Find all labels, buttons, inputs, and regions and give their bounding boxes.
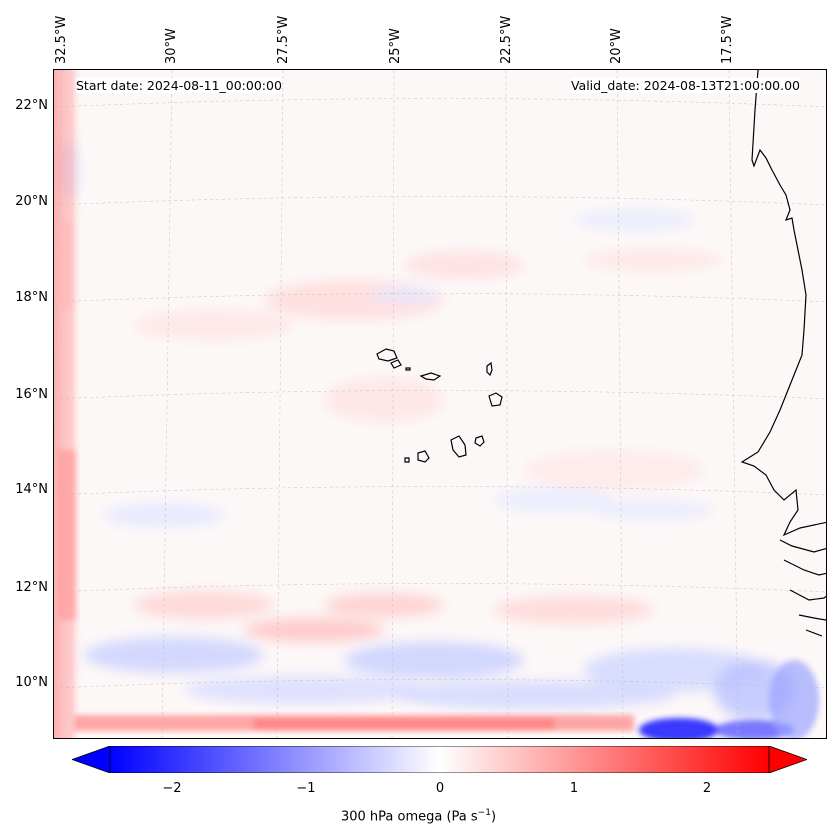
colorbar-tick-1: 1 (569, 781, 579, 796)
lat-label-20n: 20°N (15, 194, 48, 209)
omega-field-map (54, 70, 826, 738)
omega-shading (54, 70, 819, 738)
lat-label-12n: 12°N (15, 580, 48, 595)
colorbar-label: 300 hPa omega (Pa s−1) (340, 808, 497, 825)
island-sao-vicente (390, 359, 402, 369)
lat-label-18n: 18°N (15, 290, 48, 305)
island-sal (486, 361, 493, 377)
coastlines (376, 70, 826, 637)
lon-label-27-5w: 27.5°W (276, 15, 291, 64)
lat-label-10n: 10°N (15, 675, 48, 690)
lat-label-16n: 16°N (15, 387, 48, 402)
lon-label-20w: 20°W (609, 28, 624, 64)
lon-label-25w: 25°W (388, 28, 403, 64)
island-brava (404, 457, 410, 463)
lat-label-14n: 14°N (15, 482, 48, 497)
island-sao-nicolau (419, 372, 442, 381)
island-santiago (450, 435, 467, 458)
island-maio (474, 435, 485, 447)
island-fogo (417, 450, 430, 463)
start-date-label: Start date: 2024-08-11_00:00:00 (76, 78, 282, 93)
colorbar-tick-2: 2 (702, 781, 712, 796)
graticule (54, 70, 826, 738)
lon-label-17-5w: 17.5°W (720, 15, 735, 64)
colorbar-extend-min (72, 746, 111, 773)
colorbar-tick-neg2: −2 (162, 781, 182, 796)
lon-label-32-5w: 32.5°W (54, 15, 69, 64)
colorbar-body (109, 746, 770, 773)
valid-date-label: Valid_date: 2024-08-13T21:00:00.00 (570, 78, 800, 93)
colorbar-extend-max (768, 746, 807, 773)
island-boa-vista (488, 392, 503, 407)
lon-label-30w: 30°W (164, 28, 179, 64)
island-santo-antao (376, 348, 398, 362)
colorbar-tick-0: 0 (435, 781, 445, 796)
africa-coastline (740, 70, 826, 637)
colorbar (72, 746, 807, 773)
colorbar-tick-neg1: −1 (296, 781, 316, 796)
lon-label-22-5w: 22.5°W (499, 15, 514, 64)
map-panel: Start date: 2024-08-11_00:00:00 Valid_da… (53, 69, 827, 739)
lat-label-22n: 22°N (15, 98, 48, 113)
island-santa-luzia (405, 367, 411, 371)
